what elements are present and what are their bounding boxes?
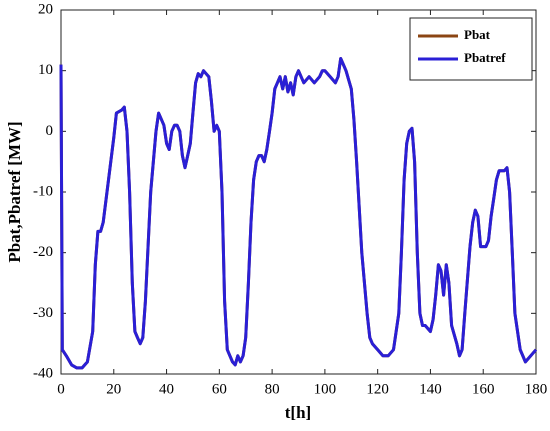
legend-box (409, 17, 533, 81)
x-axis-label: t[h] (285, 403, 311, 422)
x-tick-label: 80 (265, 381, 280, 397)
y-tick-label: -20 (33, 244, 53, 260)
y-tick-label: -10 (33, 183, 53, 199)
x-tick-label: 60 (212, 381, 227, 397)
x-tick-label: 100 (314, 381, 337, 397)
x-tick-label: 120 (366, 381, 389, 397)
y-tick-label: 20 (38, 1, 53, 17)
x-tick-label: 180 (525, 381, 548, 397)
y-tick-label: -40 (33, 365, 53, 381)
x-tick-label: 140 (419, 381, 442, 397)
legend-label: Pbatref (464, 50, 506, 65)
y-axis-label: Pbat,Pbatref [MW] (5, 121, 24, 262)
x-tick-label: 160 (472, 381, 495, 397)
x-tick-label: 40 (159, 381, 174, 397)
series-line (59, 57, 538, 370)
legend-label: Pbat (464, 27, 491, 42)
y-tick-label: -30 (33, 305, 53, 321)
y-tick-label: 10 (38, 62, 53, 78)
x-tick-label: 20 (106, 381, 121, 397)
x-tick-label: 0 (57, 381, 65, 397)
y-tick-label: 0 (46, 123, 54, 139)
